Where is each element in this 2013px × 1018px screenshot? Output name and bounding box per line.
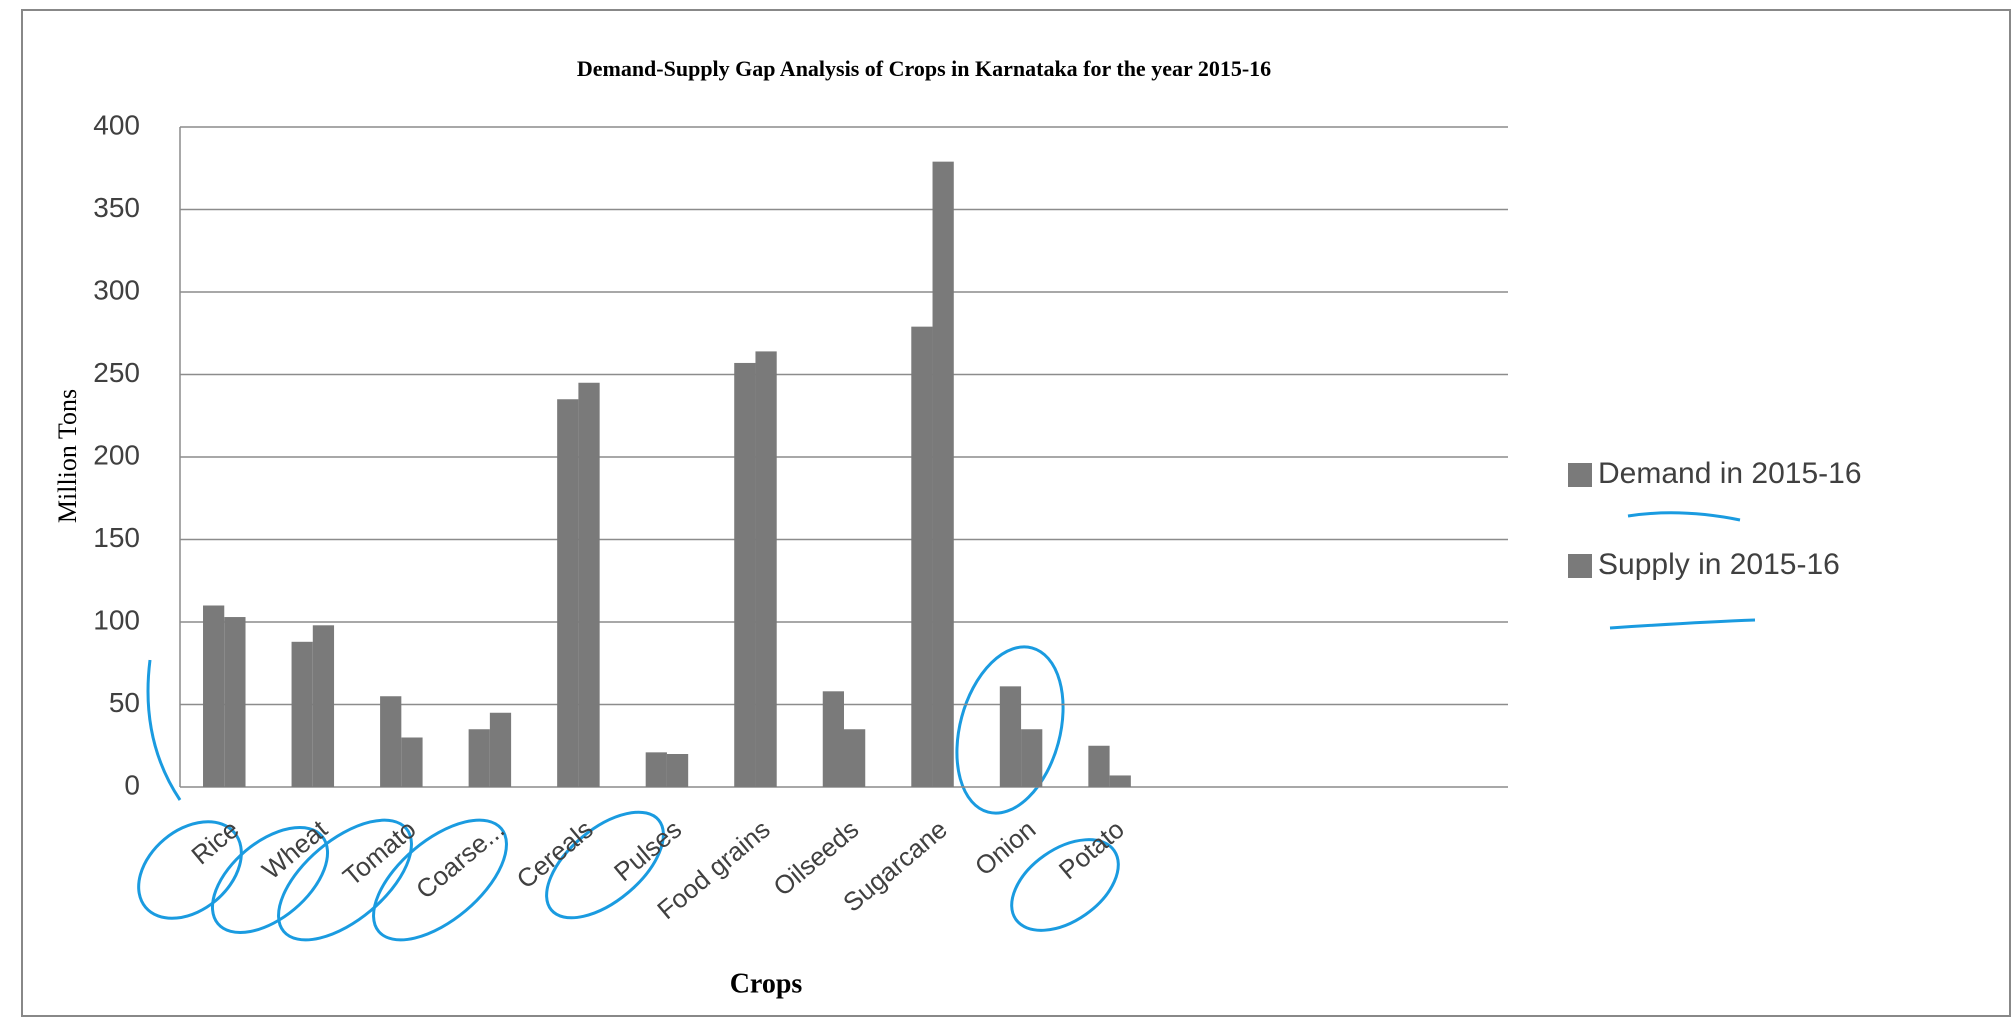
annotations xyxy=(137,511,1756,942)
y-axis-label: Million Tons xyxy=(53,389,82,523)
legend-swatch xyxy=(1568,554,1592,578)
x-tick-label: Pulses xyxy=(608,814,687,887)
y-tick-label: 300 xyxy=(93,274,140,305)
bar xyxy=(1088,745,1110,787)
bar xyxy=(557,399,579,787)
bar xyxy=(911,326,933,787)
bar xyxy=(312,625,335,787)
legend-label: Supply in 2015-16 xyxy=(1598,548,1840,581)
bar xyxy=(1021,729,1043,787)
bar xyxy=(666,754,689,787)
bar xyxy=(844,729,866,787)
x-axis-label: Crops xyxy=(730,968,803,999)
bar xyxy=(380,696,402,787)
y-tick-label: 100 xyxy=(93,604,140,635)
bar xyxy=(645,752,667,787)
legend-label: Demand in 2015-16 xyxy=(1598,457,1862,490)
bar xyxy=(734,362,756,787)
bar xyxy=(468,729,490,787)
y-tick-label: 50 xyxy=(109,687,140,718)
bar xyxy=(224,617,246,787)
bar xyxy=(203,605,225,787)
bar xyxy=(291,641,313,787)
y-tick-label: 400 xyxy=(93,109,140,140)
y-tick-label: 250 xyxy=(93,357,140,388)
chart-title: Demand-Supply Gap Analysis of Crops in K… xyxy=(577,56,1271,81)
legend-swatch xyxy=(1568,463,1592,487)
bar xyxy=(999,686,1022,787)
x-tick-label: Cereals xyxy=(511,814,599,895)
bar xyxy=(755,351,777,787)
bar xyxy=(932,161,954,787)
bar xyxy=(401,737,423,787)
x-tick-label: Coarse... xyxy=(410,814,510,905)
y-tick-label: 150 xyxy=(93,522,140,553)
y-tick-label: 200 xyxy=(93,439,140,470)
bar xyxy=(822,691,844,787)
bar xyxy=(578,382,600,787)
y-tick-label: 350 xyxy=(93,192,140,223)
frame xyxy=(21,9,2011,1017)
x-tick-label: Onion xyxy=(969,814,1041,882)
bar xyxy=(1109,775,1131,787)
y-tick-label: 0 xyxy=(124,769,140,800)
bar xyxy=(489,712,512,787)
